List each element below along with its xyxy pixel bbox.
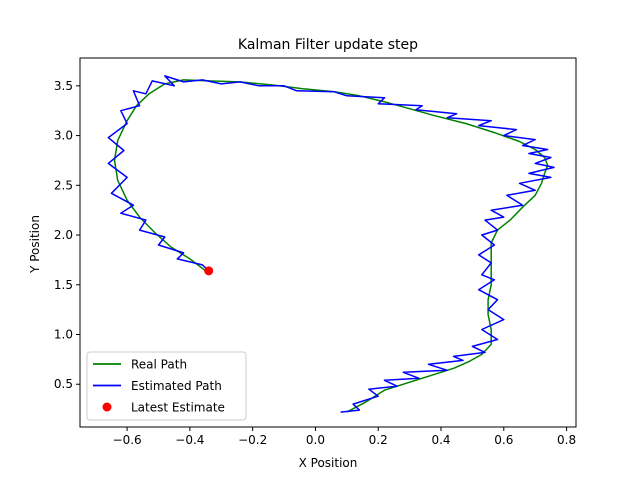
legend-label: Estimated Path	[131, 379, 222, 393]
y-tick-label: 2.5	[54, 178, 73, 192]
y-tick-label: 2.0	[54, 228, 73, 242]
axes-frame	[79, 57, 577, 428]
x-tick-label: −0.6	[113, 433, 142, 447]
chart-title: Kalman Filter update step	[238, 37, 418, 53]
legend-label: Latest Estimate	[131, 401, 225, 415]
x-tick-label: 0.8	[557, 433, 576, 447]
y-tick-label: 1.5	[54, 278, 73, 292]
legend: Real Path Estimated Path Latest Estimate	[86, 351, 247, 421]
x-tick-label: −0.4	[175, 433, 204, 447]
x-tick-label: 0.4	[431, 433, 450, 447]
y-tick-label: 3.5	[54, 79, 73, 93]
y-tick-label: 0.5	[54, 377, 73, 391]
x-axis-label: X Position	[299, 456, 358, 470]
legend-marker-swatch	[102, 402, 112, 412]
estimated-path-line	[107, 75, 555, 413]
x-tick-label: 0.2	[369, 433, 388, 447]
x-tick-label: 0.6	[494, 433, 513, 447]
y-tick-label: 3.0	[54, 129, 73, 143]
x-tick-label: 0.0	[306, 433, 325, 447]
y-tick-label: 1.0	[54, 328, 73, 342]
real-path-line	[113, 79, 549, 413]
latest-estimate-point	[204, 266, 214, 276]
legend-box	[86, 351, 247, 421]
plot-area: −0.6 −0.4 −0.2 0.0 0.2 0.4 0.6 0.8 0.5 1.0 1.5 2.0 2…	[54, 57, 577, 447]
x-tick-label: −0.2	[238, 433, 267, 447]
y-axis-label: Y Position	[28, 215, 42, 274]
legend-label: Real Path	[131, 358, 187, 372]
